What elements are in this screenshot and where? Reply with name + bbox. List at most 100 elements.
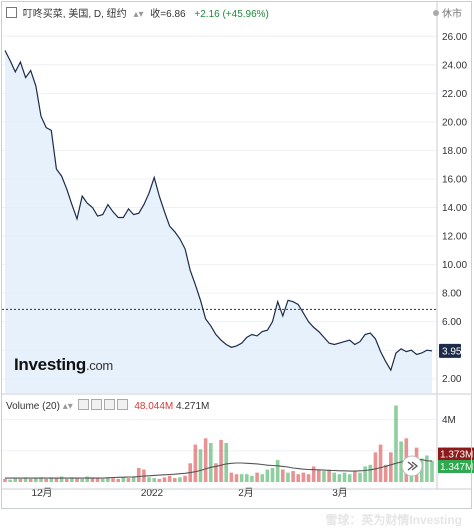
volume-bar [255,472,259,482]
chart-legend: 叮咚买菜, 美国, D, 纽约 ▴▾ 收=6.86 +2.16 (+45.96%… [6,5,468,23]
volume-ma-value: 4.271M [176,401,210,412]
volume-bar [64,478,69,482]
volume-bar [23,477,28,482]
volume-bar [317,469,321,482]
volume-bar [244,474,249,482]
volume-bar [28,478,33,482]
price-tick-label: 8.00 [442,289,462,300]
volume-bar [275,460,280,482]
price-tick-label: 24.00 [442,60,467,71]
volume-bar [172,478,177,482]
time-tick-label: 2022 [141,488,164,499]
volume-bar [270,467,275,482]
volume-bar [265,469,270,482]
eye-icon[interactable] [77,399,89,410]
volume-bar [131,476,136,482]
volume-bar [193,444,198,482]
volume-bar [162,477,167,482]
close-label: 收= [150,9,167,20]
volume-bar [260,474,265,482]
volume-bar [106,477,110,482]
volume-bar [419,458,424,482]
volume-bar [373,452,378,482]
volume-legend: Volume (20) ▴▾ 48.044M 4.271M [6,399,209,412]
close-value: 6.86 [166,9,186,20]
price-tick-label: 22.00 [442,89,467,100]
volume-bar [389,452,393,482]
volume-bar [183,475,187,482]
volume-ma-badge [438,459,474,473]
price-area [5,50,432,393]
volume-bar [3,478,7,482]
investing-logo: Investing.com [14,355,113,375]
volume-bar [44,478,48,482]
volume-bar [54,478,59,482]
symbol-title: 叮咚买菜, 美国, D, 纽约 [22,9,127,20]
settings-icon[interactable] [90,399,102,410]
volume-bar [80,478,84,482]
volume-bar [116,478,120,482]
volume-bar [301,472,306,482]
price-tick-label: 16.00 [442,174,467,185]
time-tick-label: 2月 [238,487,254,499]
watermark: 雪球：英为财情Investing [325,513,462,527]
time-tick-label: 12月 [31,487,52,499]
volume-bar [383,464,388,482]
volume-bar [430,460,434,482]
volume-bar [100,478,105,482]
current-price-label: 3.95 [442,346,462,357]
volume-bar [95,478,100,482]
price-line [4,50,433,372]
volume-bar [394,405,398,482]
volume-bar [322,471,326,482]
volume-bar [111,478,115,482]
scroll-arrow-icon [407,461,419,471]
updown-arrow-icon[interactable]: ▴▾ [133,9,144,20]
volume-bar [353,471,357,482]
more-icon[interactable] [116,399,128,410]
volume-bar [229,472,234,482]
volume-label: Volume (20) [6,401,60,412]
price-tick-label: 2.00 [442,374,462,385]
volume-updown-icon[interactable]: ▴▾ [62,401,73,412]
volume-ma-line [5,458,433,479]
volume-bar [59,476,64,482]
volume-bar [337,474,342,482]
outer-border [1,1,472,509]
volume-bar [178,477,182,482]
volume-bar [157,478,162,482]
volume-bar [90,477,95,482]
volume-last-label: 1.373M [440,450,473,461]
volume-value: 48.044M [134,401,174,412]
volume-last-badge [438,447,474,461]
volume-bar [306,474,311,482]
price-tick-label: 10.00 [442,260,467,271]
volume-bar [342,472,347,482]
volume-ma-label: 1.347M [440,462,473,473]
close-icon[interactable] [103,399,115,410]
volume-bar [224,443,229,482]
collapse-icon[interactable] [6,7,17,18]
volume-bars [3,405,434,482]
price-tick-label: 20.00 [442,117,467,128]
price-tick-label: 6.00 [442,317,462,328]
volume-bar [286,472,290,482]
volume-bar [311,466,316,482]
volume-bar [39,477,43,482]
volume-bar [281,469,285,482]
logo-name: Investing [14,355,86,374]
volume-bar [219,439,223,482]
volume-bar [152,478,156,482]
logo-suffix: .com [85,358,113,373]
status-dot-icon [433,10,439,16]
volume-bar [126,478,131,482]
volume-bar [85,476,90,482]
volume-bar [378,444,383,482]
price-tick-label: 18.00 [442,146,467,157]
volume-bar [214,463,218,482]
volume-bar [136,467,141,482]
volume-bar [358,472,362,482]
price-axis: 26.00 24.00 22.00 20.00 18.00 16.00 14.00 12.00… [439,32,467,385]
